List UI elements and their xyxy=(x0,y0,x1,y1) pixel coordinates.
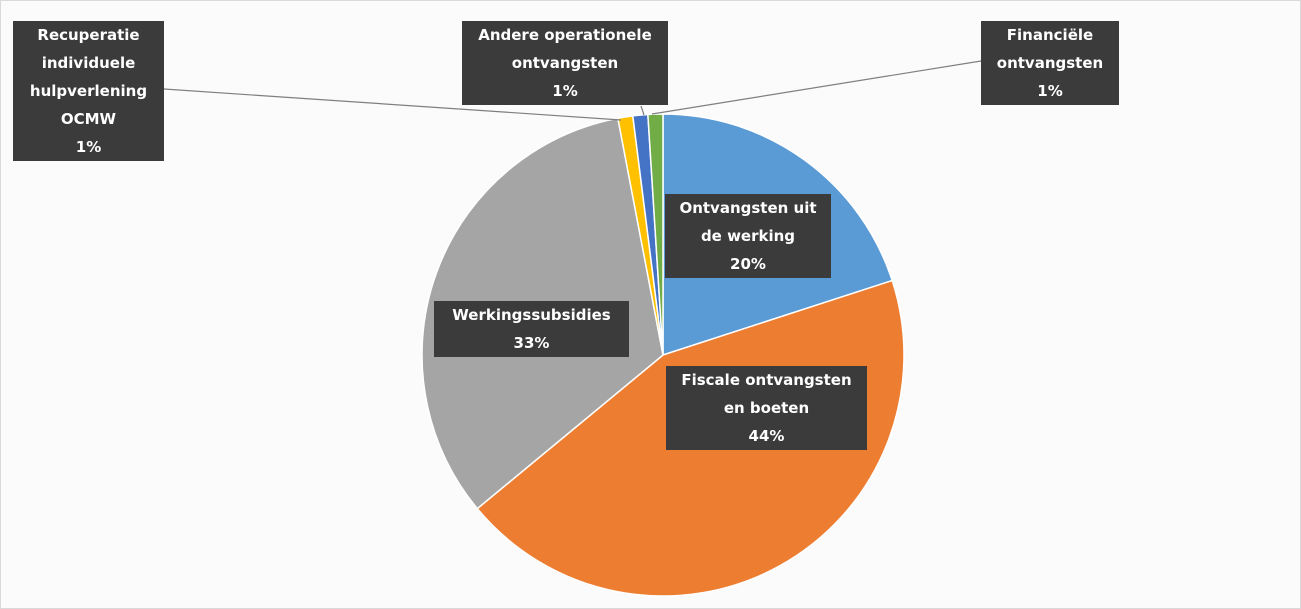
label-value: 1% xyxy=(75,138,102,156)
leader-line xyxy=(163,88,622,121)
pie-slice xyxy=(647,113,664,356)
label-name: Financiële ontvangsten xyxy=(996,26,1104,72)
label-name: Werkingssubsidies xyxy=(452,306,611,324)
label-value: 1% xyxy=(1037,82,1063,100)
data-label: Andere operationele ontvangsten 1% xyxy=(462,21,668,105)
label-value: 44% xyxy=(748,427,785,445)
leader-line xyxy=(651,60,982,115)
label-name: Ontvangsten uit de werking xyxy=(679,199,817,245)
leader-line xyxy=(640,105,645,116)
data-label: Ontvangsten uit de werking 20% xyxy=(665,194,831,278)
label-value: 1% xyxy=(552,82,578,100)
data-label: Fiscale ontvangsten en boeten 44% xyxy=(666,366,867,450)
label-name: Andere operationele ontvangsten xyxy=(478,26,652,72)
label-name: Fiscale ontvangsten en boeten xyxy=(681,371,852,417)
label-value: 20% xyxy=(730,255,766,273)
data-label: Werkingssubsidies 33% xyxy=(434,301,629,357)
data-label: Financiële ontvangsten 1% xyxy=(981,21,1119,105)
data-label: Recuperatie individuele hulpverlening OC… xyxy=(13,21,164,161)
label-name: Recuperatie individuele hulpverlening OC… xyxy=(29,26,148,128)
label-value: 33% xyxy=(513,334,550,352)
